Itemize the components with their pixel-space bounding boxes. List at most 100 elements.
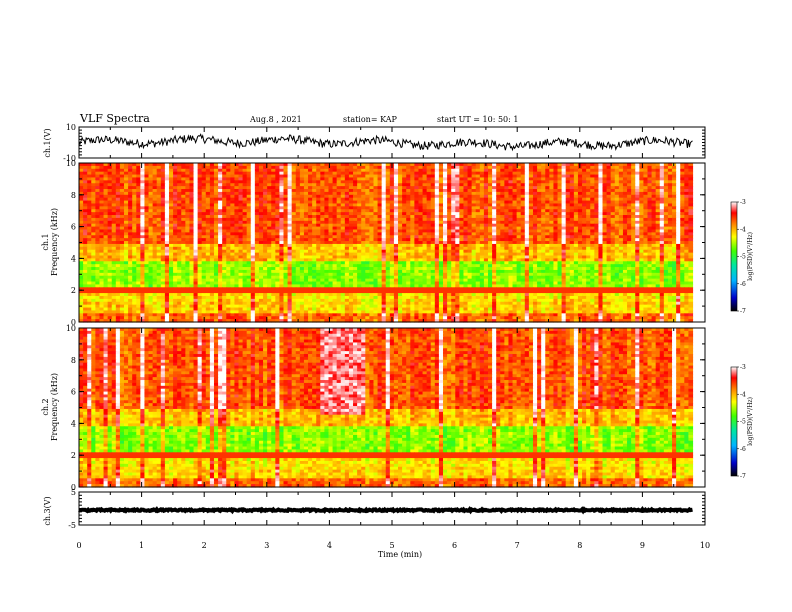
spectrogram-cell [545,255,550,259]
spectrogram-cell [295,206,301,210]
spectrogram-cell [246,212,252,216]
spectrogram-cell [123,212,129,216]
spectrogram-cell [177,223,182,228]
spectrogram-cell [99,220,105,225]
spectrogram-cell [618,241,624,245]
spectrogram-cell [504,226,510,231]
spectrogram-cell [115,165,121,170]
spectrogram-cell [406,229,411,233]
spectrogram-cell [659,168,665,173]
spectrogram-cell [627,249,632,254]
spectrogram-cell [545,165,550,170]
spectrogram-cell [475,191,481,196]
spectrogram-cell [115,241,121,245]
spectrogram-cell [561,249,567,254]
spectrogram-cell [459,186,465,190]
spectrogram-cell [156,177,162,181]
spectrogram-cell [173,212,178,216]
spectrogram-cell [152,165,158,170]
spectrogram-cell [610,217,616,222]
spectrogram-cell [242,163,248,167]
spectrogram-cell [610,229,616,233]
spectrogram-cell [320,171,325,176]
spectrogram-cell [471,226,477,231]
spectrogram-cell [164,191,170,196]
spectrogram-cell [107,171,113,176]
spectrogram-cell [279,191,285,196]
spectrogram-cell [91,217,96,222]
spectrogram-cell [119,243,125,248]
spectrogram-cell [631,215,636,219]
spectrogram-cell [467,229,473,233]
spectrogram-cell [676,220,681,225]
spectrogram-cell [181,171,186,176]
spectrogram-cell [569,212,575,216]
spectrogram-cell [500,212,505,216]
spectrogram-cell [418,241,424,245]
spectrogram-cell [168,194,174,199]
figure-title: VLF Spectra [79,112,150,125]
spectrogram-cell [128,223,133,228]
spectrogram-cell [659,249,665,254]
spectrogram-cell [393,163,399,167]
spectrogram-cell [353,232,358,236]
spectrogram-cell [406,183,411,187]
spectrogram-cell [622,229,628,233]
spectrogram-cell [467,174,473,179]
spectrogram-cell [250,189,256,193]
spectrogram-cell [213,217,219,222]
spectrogram-cell [393,206,399,210]
spectrogram-cell [222,209,227,213]
spectrogram-cell [308,197,313,202]
spectrogram-cell [111,217,117,222]
spectrogram-cell [569,163,575,167]
spectrogram-cell [479,235,485,239]
spectrogram-cell [357,255,362,259]
spectrogram-cell [512,186,518,190]
spectrogram-cell [622,200,628,205]
spectrogram-cell [254,209,260,213]
spectrogram-cell [312,180,317,184]
spectrogram-cell [218,249,223,254]
spectrogram-cell [553,238,559,242]
spectrogram-cell [479,249,485,254]
spectrogram-cell [83,252,88,257]
spectrogram-cell [140,246,146,251]
spectrogram-cell [164,220,170,225]
spectrogram-cell [193,249,199,254]
spectrogram-cell [500,171,505,176]
spectrogram-cell [524,229,530,233]
spectrogram-cell [672,220,677,225]
spectrogram-cell [520,200,526,205]
spectrogram-cell [365,232,370,236]
spectrogram-cell [561,220,567,225]
spectrogram-cell [467,183,473,187]
spectrogram-cell [541,229,546,233]
spectrogram-cell [164,226,170,231]
spectrogram-cell [594,171,600,176]
spectrogram-cell [627,171,632,176]
spectrogram-cell [258,174,264,179]
spectrogram-cell [684,174,689,179]
spectrogram-cell [667,165,673,170]
spectrogram-cell [275,252,280,257]
spectrogram-cell [218,165,223,170]
spectrogram-cell [230,212,236,216]
spectrogram-cell [569,232,575,236]
spectrogram-cell [287,229,293,233]
spectrogram-cell [663,229,669,233]
spectrogram-cell [622,206,628,210]
spectrogram-cell [246,203,252,207]
spectrogram-cell [447,209,452,213]
spectrogram-cell [83,217,88,222]
spectrogram-cell [659,246,665,251]
spectrogram-cell [308,165,313,170]
spectrogram-cell [365,252,370,257]
spectrogram-cell [443,255,448,259]
spectrogram-cell [487,189,493,193]
spectrogram-cell [295,255,301,259]
spectrogram-cell [594,209,600,213]
spectrogram-cell [557,200,563,205]
spectrogram-cell [426,189,432,193]
spectrogram-cell [557,220,563,225]
